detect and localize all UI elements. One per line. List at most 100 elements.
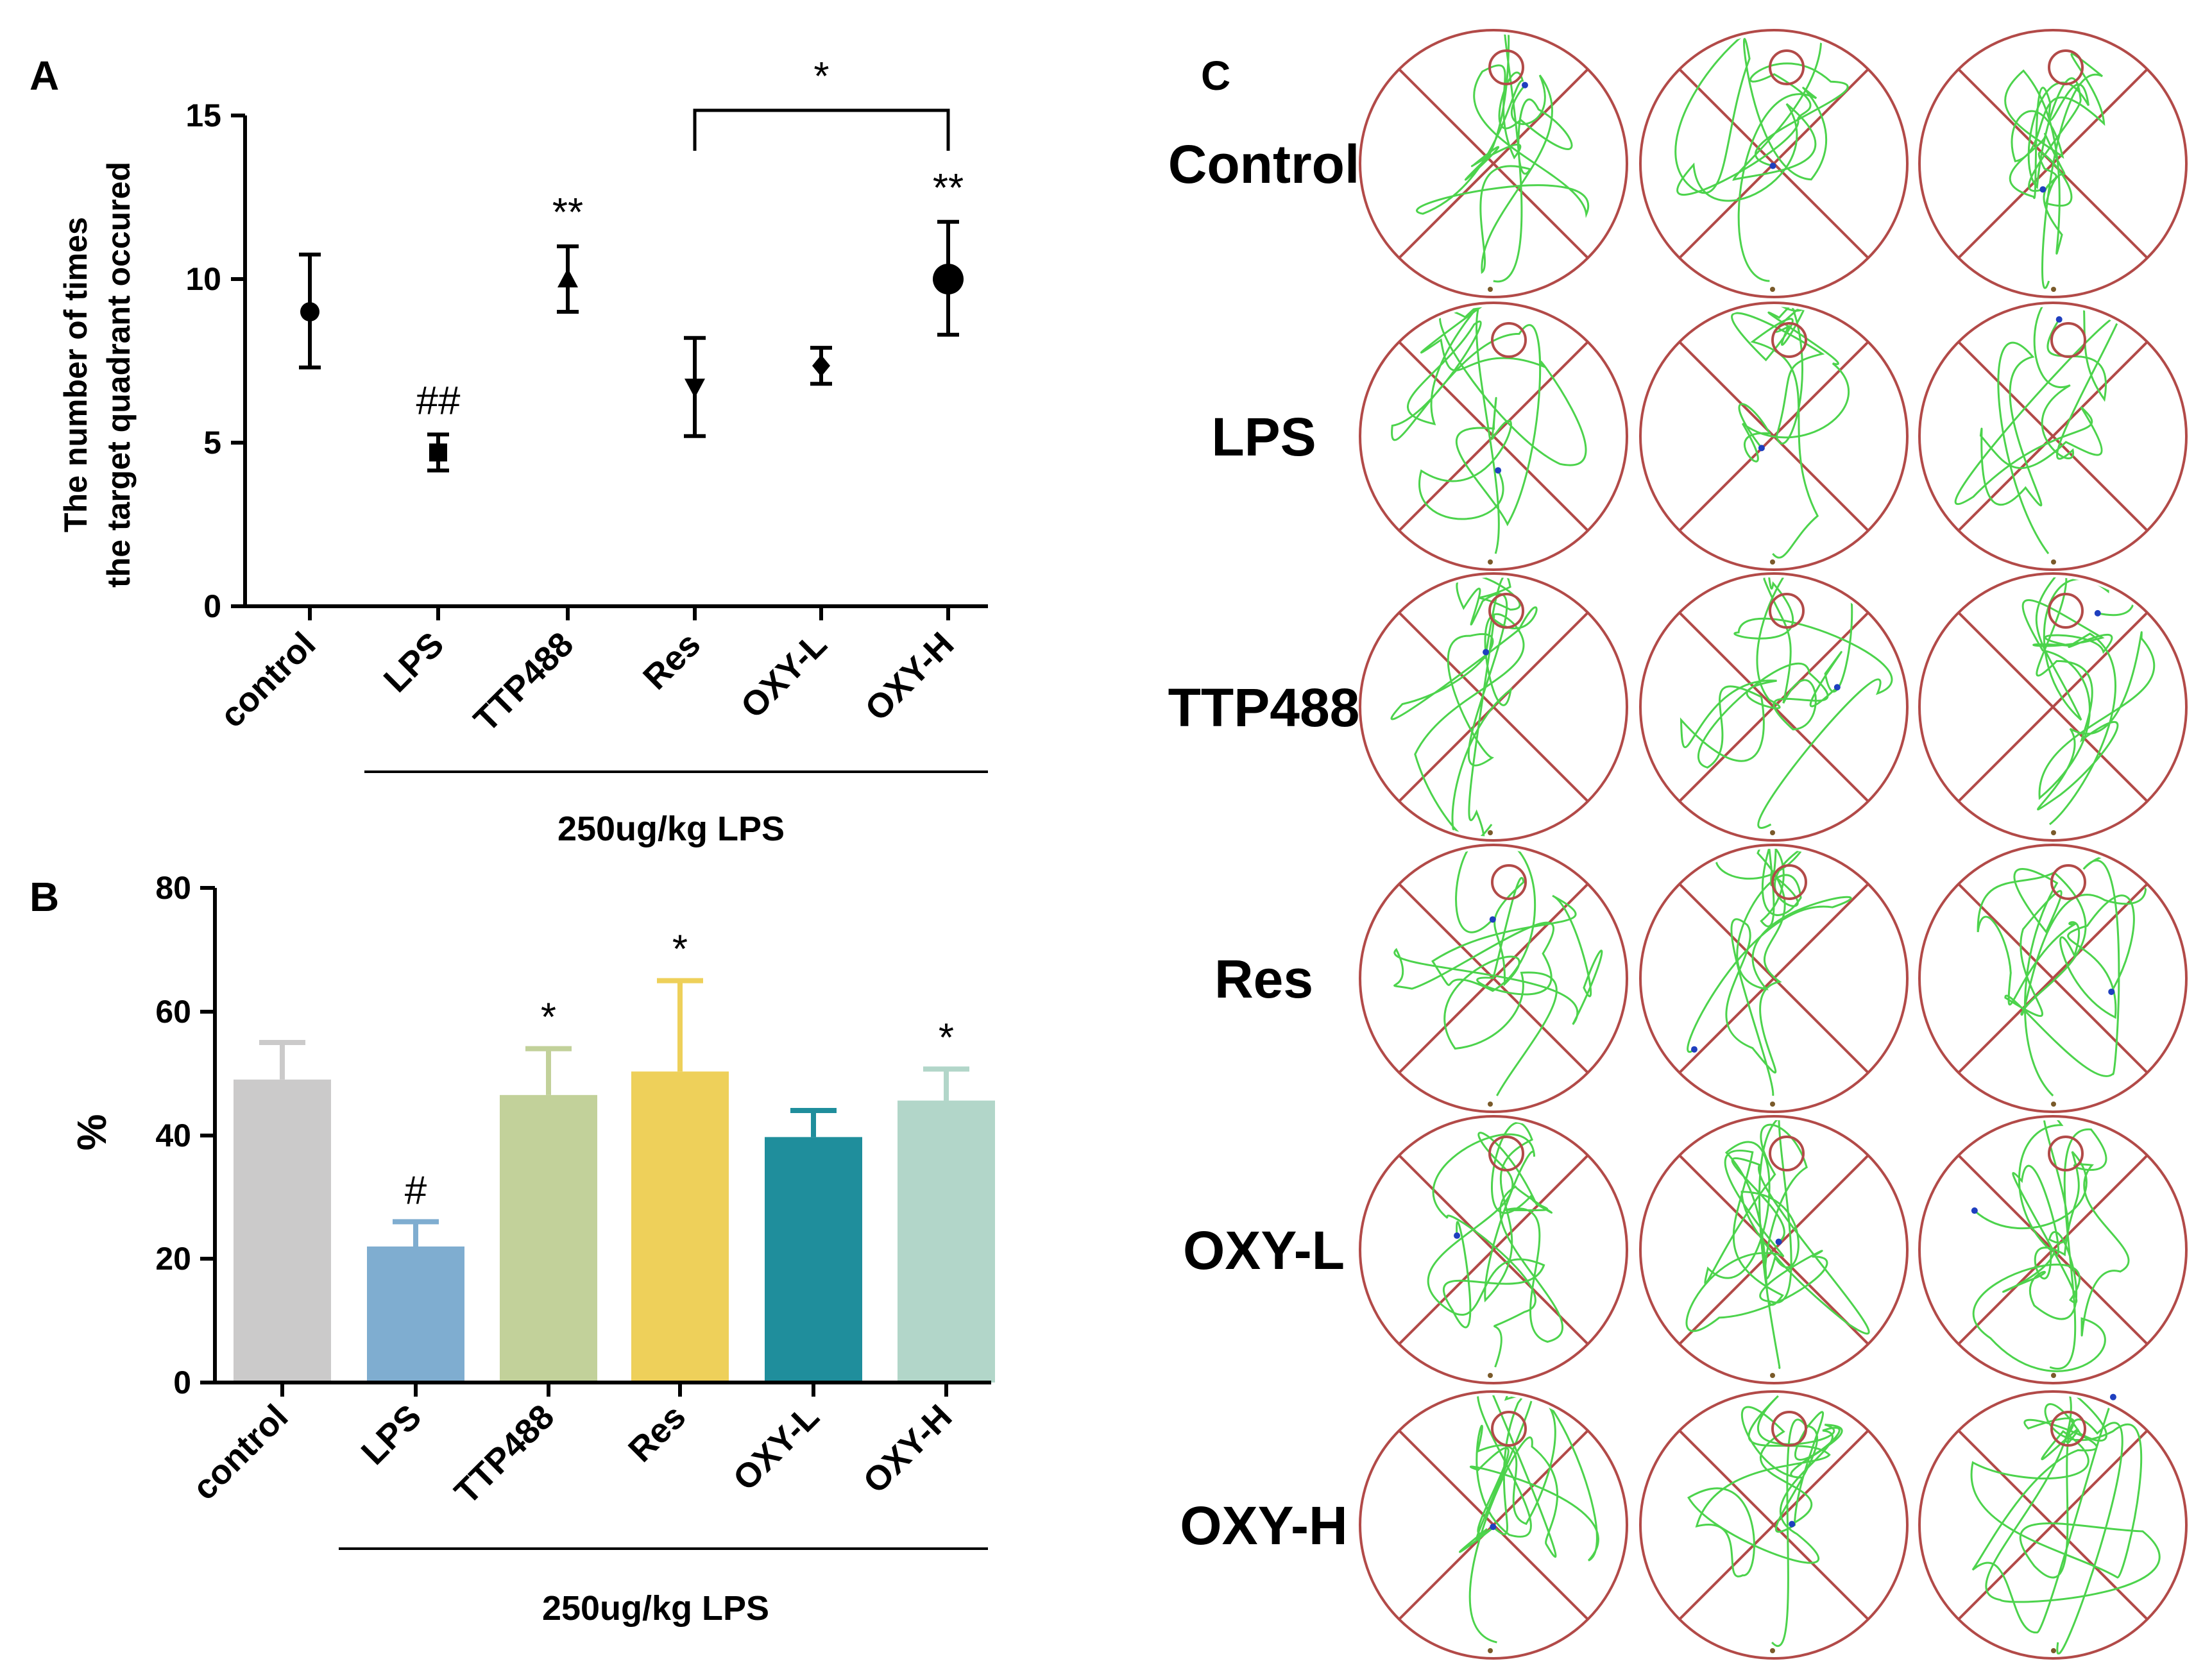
pool-boundary <box>1639 844 1909 1113</box>
pool-boundary <box>1918 572 2188 842</box>
start-point-marker <box>1488 830 1493 835</box>
swim-path <box>1393 849 1603 1096</box>
panel-a-ytick-label-0: 0 <box>203 588 221 624</box>
end-point-marker <box>1690 1046 1697 1053</box>
pool-boundary <box>1918 1390 2188 1660</box>
pool-boundary <box>1639 572 1909 842</box>
panel-a-marker <box>933 264 964 294</box>
panel-a-y-axis-title: The number of times the target quadrant … <box>58 162 137 588</box>
quadrant-divider <box>1957 611 2148 803</box>
panel-a-comparison-bracket <box>693 108 950 151</box>
target-platform-circle <box>1491 864 1527 900</box>
pool-boundary <box>1359 1390 1628 1660</box>
swim-path <box>1427 1121 1564 1368</box>
pool-boundary <box>1639 1390 1909 1660</box>
panel-b-treatment-label: 250ug/kg LPS <box>542 1589 769 1628</box>
pool-boundary <box>1359 572 1628 842</box>
panel-a-axes: 0 5 10 15 <box>185 98 988 624</box>
panel-b-bar <box>898 1100 995 1383</box>
end-point-marker <box>2094 609 2101 617</box>
swim-path <box>1954 307 2123 554</box>
swim-path <box>1972 1120 2130 1372</box>
target-platform-circle <box>1769 1136 1805 1171</box>
end-point-marker <box>2109 1393 2116 1400</box>
trajectory-plot <box>1639 844 1909 1113</box>
start-point-marker <box>2051 1102 2056 1107</box>
panel-a-x-ticks: control LPS TTP488 Res OXY-L OXY-H <box>213 606 961 739</box>
end-point-marker <box>1490 1523 1497 1530</box>
panel-c-row-label-oxy-h: OXY-H <box>1180 1495 1347 1556</box>
target-platform-circle <box>1491 1411 1527 1447</box>
panel-c-row-label-res: Res <box>1214 949 1313 1009</box>
panel-b-xtick-label: OXY-H <box>856 1397 959 1501</box>
panel-a-marker <box>300 302 319 321</box>
quadrant-divider <box>1398 1154 1589 1345</box>
panel-a-xtick-label: control <box>213 625 323 735</box>
panel-b-significance-label: * <box>672 928 688 972</box>
panel-a-marker <box>429 443 447 462</box>
panel-c: C Control LPS TTP488 Res OXY-L OXY-H <box>1168 29 2188 1660</box>
panel-a-point-control <box>299 252 321 370</box>
swim-path <box>1687 849 1852 1096</box>
panel-b-bar-group-lps: # <box>367 1168 464 1383</box>
swim-path <box>1977 855 2147 1097</box>
panel-b-ytick-label-80: 80 <box>155 870 191 906</box>
panel-b-bar-group-res: * <box>631 928 729 1383</box>
trajectory-plot <box>1359 1390 1628 1660</box>
target-platform-circle <box>1488 593 1524 629</box>
panel-a-xtick-label: Res <box>636 625 708 697</box>
end-point-marker <box>2039 186 2046 193</box>
panel-label-c: C <box>1201 53 1230 99</box>
panel-a-xtick-label: TTP488 <box>466 625 581 739</box>
start-point-marker <box>1770 1102 1775 1107</box>
panel-c-row-label-control: Control <box>1168 134 1360 194</box>
panel-c-row-labels: Control LPS TTP488 Res OXY-L OXY-H <box>1168 134 1360 1556</box>
panel-c-track-grid <box>1359 29 2188 1660</box>
panel-a-significance-label: ** <box>933 166 964 210</box>
end-point-marker <box>1775 1238 1782 1245</box>
panel-c-row-label-lps: LPS <box>1211 407 1316 467</box>
end-point-marker <box>1489 916 1496 923</box>
trajectory-plot <box>1359 29 1628 298</box>
panel-a-ytick-10: 10 <box>185 261 245 297</box>
target-platform-circle <box>1771 322 1807 358</box>
trajectory-plot <box>1918 1390 2188 1660</box>
target-platform-circle <box>1491 322 1527 358</box>
panel-b-ytick-40: 40 <box>155 1118 215 1153</box>
panel-b-significance-label: * <box>541 996 556 1040</box>
panel-b-bar <box>631 1071 729 1383</box>
swim-path <box>1680 577 1893 829</box>
trajectory-plot <box>1918 29 2188 298</box>
panel-a-significance-label: ** <box>552 191 583 235</box>
panel-b-ytick-label-40: 40 <box>155 1118 191 1153</box>
trajectory-plot <box>1359 572 1628 842</box>
end-point-marker <box>1769 162 1776 169</box>
pool-boundary <box>1639 1115 1909 1384</box>
start-point-marker <box>1488 1102 1493 1107</box>
target-platform-circle <box>2050 322 2086 358</box>
trajectory-plot <box>1639 1115 1909 1384</box>
pool-boundary <box>1359 1115 1628 1384</box>
panel-b-bars: # * * * <box>234 928 995 1383</box>
start-point-marker <box>1488 1648 1493 1653</box>
trajectory-plot <box>1918 572 2188 842</box>
start-point-marker <box>2051 1648 2056 1653</box>
pool-boundary <box>1918 1115 2188 1384</box>
target-platform-circle <box>2050 864 2086 900</box>
target-platform-circle <box>1771 1411 1807 1447</box>
panel-b-ytick-0: 0 <box>173 1365 215 1400</box>
panel-b-bar <box>765 1137 862 1383</box>
start-point-marker <box>1488 287 1493 292</box>
panel-c-row-label-oxy-l: OXY-L <box>1183 1220 1345 1281</box>
pool-boundary <box>1639 302 1909 571</box>
quadrant-divider <box>1678 883 1869 1074</box>
start-point-marker <box>1770 287 1775 292</box>
panel-a-ytick-label-15: 15 <box>185 98 221 133</box>
panel-b-y-axis-title: % <box>69 1114 115 1151</box>
panel-a-point-ttp488: ** <box>552 191 583 314</box>
trajectory-plot <box>1639 572 1909 842</box>
trajectory-plot <box>1639 29 1909 298</box>
panel-b-xtick-label: OXY-L <box>726 1397 826 1498</box>
swim-path <box>1416 34 1590 283</box>
panel-b-ytick-label-0: 0 <box>173 1365 191 1400</box>
